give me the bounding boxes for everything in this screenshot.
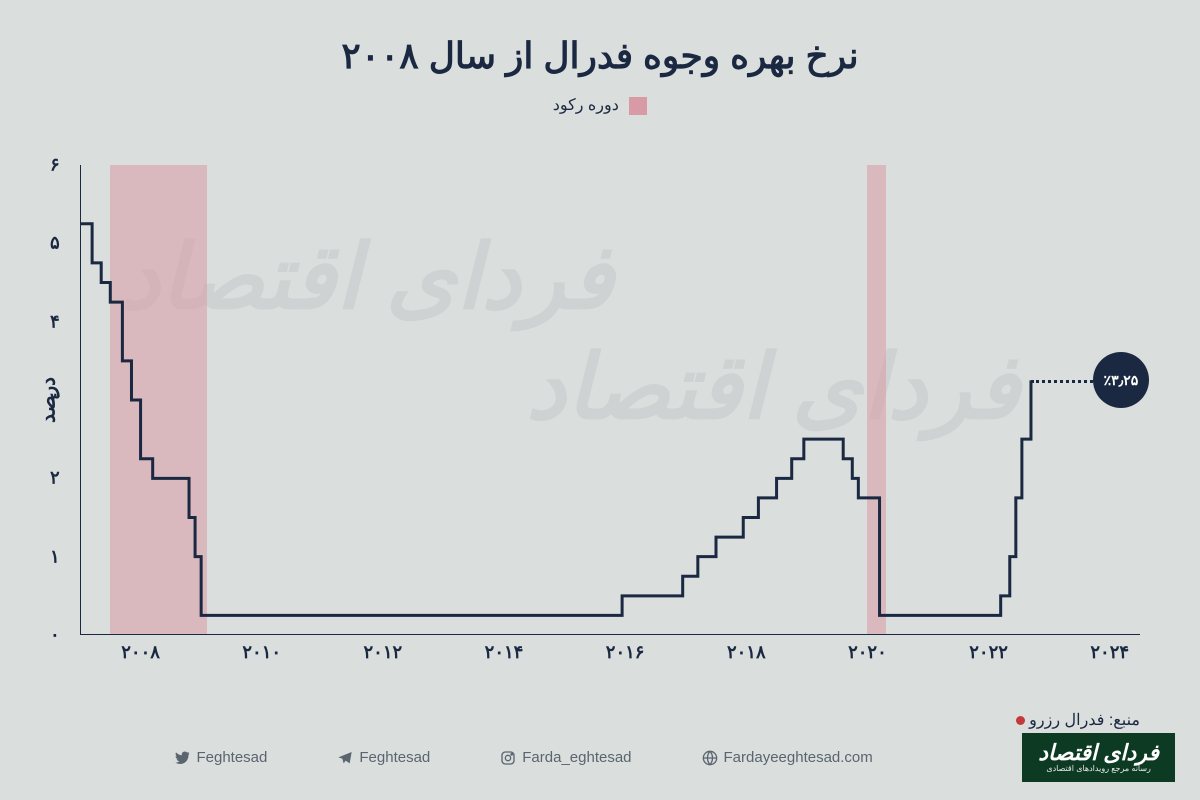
y-tick: ۳	[50, 390, 60, 411]
x-tick: ۲۰۱۴	[485, 642, 524, 663]
x-tick: ۲۰۱۶	[606, 642, 645, 663]
line-chart	[80, 165, 1140, 635]
social-instagram: Farda_eghtesad	[500, 749, 631, 766]
telegram-icon	[337, 750, 353, 766]
x-tick: ۲۰۲۰	[848, 642, 887, 663]
legend: دوره رکود	[0, 95, 1200, 115]
source-citation: منبع: فدرال رزرو	[1010, 710, 1140, 730]
globe-icon	[702, 750, 718, 766]
callout-connector	[1031, 380, 1093, 383]
x-tick: ۲۰۲۲	[969, 642, 1008, 663]
chart-title: نرخ بهره وجوه فدرال از سال ۲۰۰۸	[0, 0, 1200, 77]
twitter-icon	[174, 750, 190, 766]
footer: فردای اقتصاد رسانه مرجع رویدادهای اقتصاد…	[0, 733, 1200, 782]
instagram-icon	[500, 750, 516, 766]
x-tick: ۲۰۱۸	[727, 642, 766, 663]
social-twitter: Feghtesad	[174, 749, 267, 766]
y-tick: ۰	[50, 625, 60, 646]
social-globe: Fardayeeghtesad.com	[702, 749, 873, 766]
y-tick: ۴	[50, 311, 60, 332]
y-tick: ۱	[50, 546, 60, 567]
chart-area: فردای اقتصاد فردای اقتصاد درصد ۰۱۲۳۴۵۶ ۲…	[80, 165, 1140, 635]
x-tick: ۲۰۱۲	[364, 642, 403, 663]
source-dot-icon	[1016, 716, 1025, 725]
legend-swatch	[629, 97, 647, 115]
brand-logo: فردای اقتصاد رسانه مرجع رویدادهای اقتصاد…	[1022, 733, 1175, 782]
y-tick: ۲	[50, 468, 60, 489]
callout-badge: ٪۳٫۲۵	[1093, 352, 1149, 408]
social-telegram: Feghtesad	[337, 749, 430, 766]
legend-label: دوره رکود	[553, 97, 619, 114]
y-tick: ۶	[50, 155, 60, 176]
x-tick: ۲۰۱۰	[242, 642, 281, 663]
callout-value: ٪۳٫۲۵	[1104, 372, 1139, 389]
y-tick: ۵	[50, 233, 60, 254]
x-tick: ۲۰۰۸	[121, 642, 160, 663]
x-tick: ۲۰۲۴	[1090, 642, 1129, 663]
social-links: Fardayeeghtesad.com Farda_eghtesad Feghtes…	[25, 749, 1022, 766]
